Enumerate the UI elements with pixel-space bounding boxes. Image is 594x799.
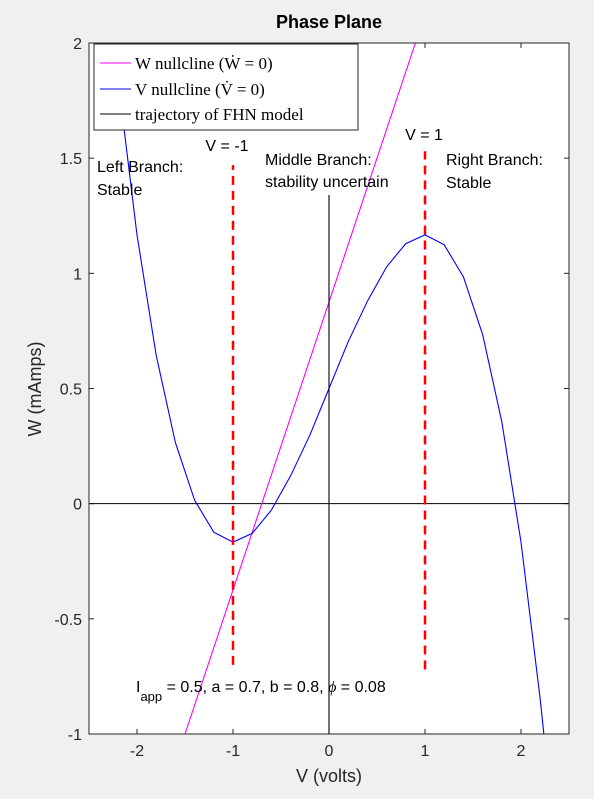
plot-frame — [88, 42, 570, 735]
x-tick-label: -1 — [226, 743, 240, 760]
chart-title: Phase Plane — [276, 12, 382, 32]
legend-entry-w-nullcline: W nullcline (Ẇ = 0) — [135, 54, 273, 73]
x-tick-label: -2 — [130, 743, 144, 760]
divider-label-v-plus-1: V = 1 — [405, 127, 443, 144]
model-parameters: Iapp = 0.5, a = 0.7, b = 0.8, ϕ = 0.08 — [136, 679, 386, 704]
right-branch-label-line2: Stable — [446, 175, 491, 192]
legend: W nullcline (Ẇ = 0) V nullcline (V̇ = 0)… — [93, 43, 359, 131]
y-axis-label: W (mAmps) — [25, 342, 45, 437]
left-branch-label-line1: Left Branch: — [97, 159, 183, 176]
y-tick-label: 1.5 — [60, 151, 82, 168]
left-branch-label-line2: Stable — [97, 182, 142, 199]
x-tick-label: 2 — [517, 743, 526, 760]
x-tick-label: 0 — [325, 743, 334, 760]
param-values: = 0.5, a = 0.7, b = 0.8, — [162, 679, 328, 696]
right-branch-label-line1: Right Branch: — [446, 152, 543, 169]
middle-branch-label-line2: stability uncertain — [265, 174, 389, 191]
param-phi-symbol: ϕ — [328, 679, 336, 696]
middle-branch-label-line1: Middle Branch: — [265, 152, 372, 169]
legend-entry-v-nullcline: V nullcline (V̇ = 0) — [135, 80, 265, 99]
y-tick-label: -1 — [68, 727, 82, 744]
param-i-subscript: app — [140, 689, 162, 704]
y-tick-label: 0.5 — [60, 382, 82, 399]
param-phi-value: = 0.08 — [336, 679, 385, 696]
legend-entry-trajectory: trajectory of FHN model — [135, 105, 304, 124]
x-tick-label: 1 — [421, 743, 430, 760]
param-i-symbol: I — [136, 679, 140, 696]
y-tick-label: 2 — [73, 36, 82, 53]
y-tick-label: 1 — [73, 266, 82, 283]
v-nullcline-curve — [117, 77, 545, 734]
plot-contents — [89, 43, 569, 734]
x-axis-label: V (volts) — [296, 766, 362, 786]
axis-ticks: -2 -1 0 1 2 -1 -0.5 0 0.5 1 1.5 2 — [54, 36, 569, 760]
legend-box — [93, 43, 359, 131]
y-tick-label: -0.5 — [54, 612, 82, 629]
divider-label-v-minus-1: V = -1 — [205, 138, 248, 155]
y-tick-label: 0 — [73, 497, 82, 514]
